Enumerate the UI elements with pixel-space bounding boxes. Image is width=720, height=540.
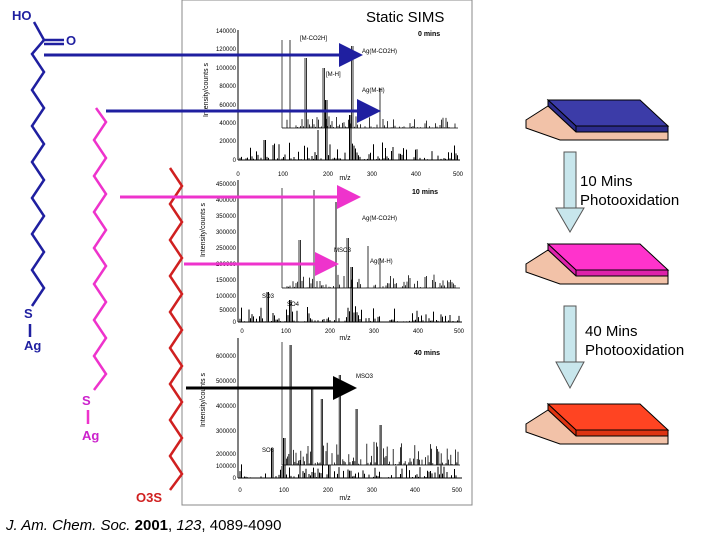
tick-label: 0 [240,329,244,335]
citation-journal: J. Am. Chem. Soc. [6,517,131,534]
step-line: Photooxidation [580,192,680,209]
x-axis-label: m/z [339,175,351,182]
label-s-magenta: S [82,393,91,408]
tick-label: 400 [411,172,422,178]
spectrum-40min [237,338,462,479]
tick-label: 500 [452,488,463,494]
magenta-alkyl-chain [92,107,108,391]
tick-label: 100000 [216,294,237,300]
citation-pages: 4089-4090 [209,517,282,534]
label-o: O [66,33,77,48]
tick-label: 500 [454,329,465,335]
peak-label: SO3 [262,448,275,454]
tick-label: 400000 [216,404,237,410]
tick-label: 450000 [216,182,237,188]
spectrum-0min [237,30,460,161]
time-label: 10 mins [412,189,438,196]
down-arrow-2 [555,305,585,390]
tick-label: 0 [238,488,242,494]
figure-title: Static SIMS [366,9,445,26]
y-axis-label: Intensity/counts s [203,62,210,117]
peak-label: Ag(M-CO2H) [362,216,397,222]
peak-label: Ag(M-CO2H) [362,49,397,55]
tick-label: 300 [367,172,378,178]
tick-label: 100000 [216,66,237,72]
tick-label: 300 [367,488,378,494]
x-axis-label: m/z [339,335,351,342]
label-ag-blue: Ag [24,338,42,353]
tick-label: 300 [369,329,380,335]
tick-label: 20000 [219,139,236,145]
tick-label: 500 [453,172,464,178]
tick-label: 100 [278,172,289,178]
tick-label: 500000 [216,379,237,385]
tick-label: 80000 [219,84,236,90]
label-o3s: O3S [136,490,163,505]
peak-label: SO4 [287,302,300,308]
tick-label: 400 [413,329,424,335]
step-line: 40 Mins [585,323,638,340]
y-axis-label: Intensity/counts s [200,372,207,427]
tick-label: 100000 [216,464,237,470]
blue-alkyl-chain [30,39,46,307]
x-axis-label: m/z [339,495,351,502]
tick-label: 200 [323,172,334,178]
citation-volume: 123 [176,517,202,534]
slab-initial [525,98,670,141]
tick-label: 600000 [216,354,237,360]
tick-label: 50000 [219,308,236,314]
tick-label: 0 [233,320,237,326]
y-axis-label: Intensity/counts s [200,202,207,257]
tick-label: 0 [236,172,240,178]
time-label: 0 mins [418,31,440,38]
tick-label: 400 [410,488,421,494]
peak-label: Ag(M-H) [362,88,385,94]
tick-label: 200 [323,488,334,494]
label-s-blue: S [24,306,33,321]
tick-label: 120000 [216,47,237,53]
step-label-40min: 40 Mins Photooxidation [585,322,684,360]
down-arrow-1 [555,151,585,233]
label-ho: HO [12,8,32,23]
tick-label: 250000 [216,246,237,252]
slab-40min [525,402,670,445]
tick-label: 200 [325,329,336,335]
tick-label: 140000 [216,29,237,35]
step-line: Photooxidation [585,342,685,359]
red-alkyl-chain [168,167,184,491]
blue-oh-bond [32,21,46,41]
time-label: 40 mins [414,350,440,357]
tick-label: 0 [233,476,237,482]
step-line: 10 Mins [580,173,633,190]
peak-label: MSO3 [334,248,352,254]
tick-label: 400000 [216,198,237,204]
tick-label: 60000 [219,103,236,109]
tick-label: 100 [279,488,290,494]
peak-label: [M-H] [326,72,341,78]
tick-label: 350000 [216,214,237,220]
peak-label: SO3 [262,294,275,300]
slab-10min [525,242,670,285]
tick-label: 100 [281,329,292,335]
label-ag-magenta: Ag [82,428,100,443]
tick-label: 200000 [216,452,237,458]
tick-label: 300000 [216,230,237,236]
peak-label: Ag(M-H) [370,259,393,265]
tick-label: 0 [233,158,237,164]
peak-label: [M-CO2H] [300,36,327,42]
citation-year: 2001 [134,517,169,534]
citation: J. Am. Chem. Soc. 2001, 123, 4089-4090 [6,517,282,534]
step-label-10min: 10 Mins Photooxidation [580,172,679,210]
tick-label: 300000 [216,429,237,435]
tick-label: 40000 [219,121,236,127]
tick-label: 150000 [216,278,237,284]
peak-label: MSO3 [356,374,374,380]
